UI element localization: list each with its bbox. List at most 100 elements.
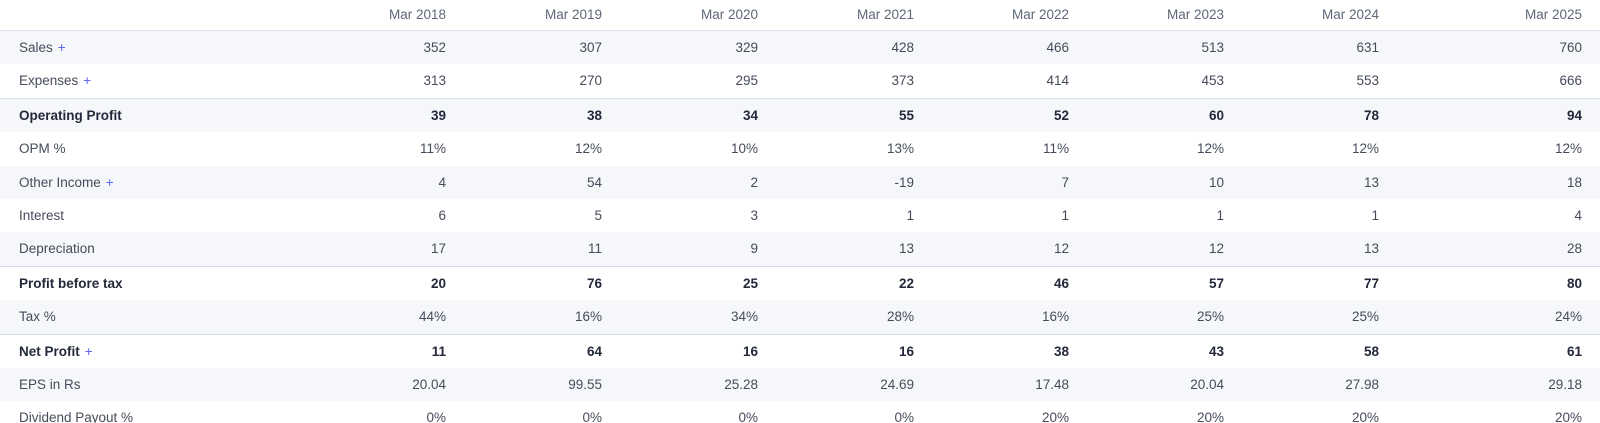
table-row: Net Profit +11 64 16 16 38 43 58 61 — [0, 333, 1600, 369]
row-label: Depreciation — [19, 241, 95, 257]
value-cell: 13 — [1363, 241, 1379, 257]
column-header: Mar 2019 — [464, 0, 620, 31]
value-cell: 38 — [932, 333, 1087, 369]
value-cell: 7 — [1061, 174, 1069, 190]
value-cell: 1 — [906, 208, 914, 224]
table-row: Depreciation 17 11 9 13 12 12 13 28 — [0, 232, 1600, 267]
row-label-cell: OPM % — [0, 132, 308, 165]
row-label: Sales — [19, 40, 53, 55]
expand-row-button[interactable]: + — [105, 174, 114, 190]
value-cell: 39 — [308, 97, 464, 133]
value-cell: 61 — [1397, 333, 1600, 369]
value-cell: 17 — [430, 241, 446, 257]
value-cell: 55 — [776, 97, 932, 133]
value-cell: 5 — [594, 208, 602, 224]
value-cell: 9 — [750, 241, 758, 257]
value-cell: 3 — [750, 208, 758, 224]
row-label-cell: Profit before tax — [0, 265, 308, 301]
table-row: Sales +352 307 329 428 466 513 631 760 — [0, 30, 1600, 65]
table-row: Expenses +313 270 295 373 414 453 553 666 — [0, 64, 1600, 98]
value-cell: 0% — [738, 410, 758, 423]
value-cell: 20% — [1041, 410, 1069, 423]
value-cell: 4 — [1574, 208, 1582, 224]
value-cell: 0% — [582, 410, 602, 423]
value-cell: 270 — [579, 73, 602, 89]
value-cell: 16 — [620, 333, 776, 369]
value-cell: 4 — [438, 174, 446, 190]
value-cell: 12% — [1196, 141, 1224, 157]
value-cell: 13 — [1363, 174, 1379, 190]
row-label-cell: Operating Profit — [0, 97, 308, 133]
column-header: Mar 2018 — [308, 0, 464, 31]
value-cell: 12 — [1208, 241, 1224, 257]
value-cell: 6 — [438, 208, 446, 224]
value-cell: 13 — [898, 241, 914, 257]
value-cell: 666 — [1559, 73, 1582, 89]
value-cell: 11% — [1042, 141, 1069, 157]
table-row: Other Income +4 54 2 -19 7 10 13 18 — [0, 165, 1600, 200]
column-header: Mar 2022 — [932, 0, 1087, 31]
header-row: Mar 2018 Mar 2019 Mar 2020 Mar 2021 Mar 2022… — [0, 0, 1600, 31]
value-cell: 295 — [735, 73, 758, 89]
value-cell: 466 — [1046, 40, 1069, 55]
value-cell: 20% — [1196, 410, 1224, 423]
column-header: Mar 2024 — [1242, 0, 1397, 31]
table-row: Tax % 44% 16% 34% 28% 16% 25% 25% 24% — [0, 300, 1600, 335]
row-label: Operating Profit — [19, 107, 122, 123]
value-cell: 58 — [1242, 333, 1397, 369]
value-cell: 631 — [1356, 40, 1379, 55]
value-cell: 20.04 — [1190, 377, 1224, 393]
table-row: Profit before tax 20 76 25 22 46 57 77 80 — [0, 265, 1600, 301]
value-cell: 22 — [776, 265, 932, 301]
row-label-cell: Net Profit + — [0, 333, 308, 369]
column-header: Mar 2020 — [620, 0, 776, 31]
value-cell: 25 — [620, 265, 776, 301]
value-cell: 25.28 — [724, 377, 758, 393]
value-cell: 1 — [1061, 208, 1069, 224]
table-row: Interest 6 5 3 1 1 1 1 4 — [0, 199, 1600, 232]
value-cell: 1 — [1371, 208, 1379, 224]
expand-row-button[interactable]: + — [84, 343, 93, 359]
value-cell: 760 — [1559, 40, 1582, 55]
row-label-cell: Other Income + — [0, 166, 308, 199]
value-cell: 428 — [891, 40, 914, 55]
column-header: Mar 2025 — [1397, 0, 1600, 31]
expand-row-button[interactable]: + — [83, 73, 92, 89]
row-label: Profit before tax — [19, 275, 123, 291]
value-cell: 57 — [1087, 265, 1242, 301]
value-cell: 553 — [1356, 73, 1379, 89]
expand-row-button[interactable]: + — [57, 40, 66, 55]
row-label-cell: Dividend Payout % — [0, 401, 308, 423]
value-cell: 2 — [750, 174, 758, 190]
value-cell: 99.55 — [568, 377, 602, 393]
value-cell: 307 — [579, 40, 602, 55]
value-cell: 12 — [1053, 241, 1069, 257]
value-cell: 12% — [1554, 141, 1582, 157]
value-cell: 94 — [1397, 97, 1600, 133]
value-cell: 28% — [886, 309, 914, 325]
value-cell: 12% — [1351, 141, 1379, 157]
row-label: Net Profit — [19, 343, 80, 359]
value-cell: 13% — [886, 141, 914, 157]
value-cell: 60 — [1087, 97, 1242, 133]
value-cell: 64 — [464, 333, 620, 369]
table-row: Dividend Payout % 0% 0% 0% 0% 20% 20% 20% 20% — [0, 401, 1600, 423]
value-cell: 16% — [574, 309, 602, 325]
row-label: Interest — [19, 208, 65, 224]
row-label: Expenses — [19, 73, 79, 89]
row-label-header — [0, 0, 308, 31]
value-cell: 29.18 — [1548, 377, 1582, 393]
value-cell: 54 — [586, 174, 602, 190]
table-row: EPS in Rs 20.04 99.55 25.28 24.69 17.48 20.04 2… — [0, 368, 1600, 402]
column-header: Mar 2023 — [1087, 0, 1242, 31]
value-cell: 24% — [1554, 309, 1582, 325]
value-cell: 11 — [587, 241, 602, 257]
value-cell: 34 — [620, 97, 776, 133]
value-cell: 10 — [1208, 174, 1224, 190]
value-cell: 17.48 — [1035, 377, 1069, 393]
column-header: Mar 2021 — [776, 0, 932, 31]
value-cell: 80 — [1397, 265, 1600, 301]
value-cell: 27.98 — [1345, 377, 1379, 393]
value-cell: 11% — [419, 141, 446, 157]
